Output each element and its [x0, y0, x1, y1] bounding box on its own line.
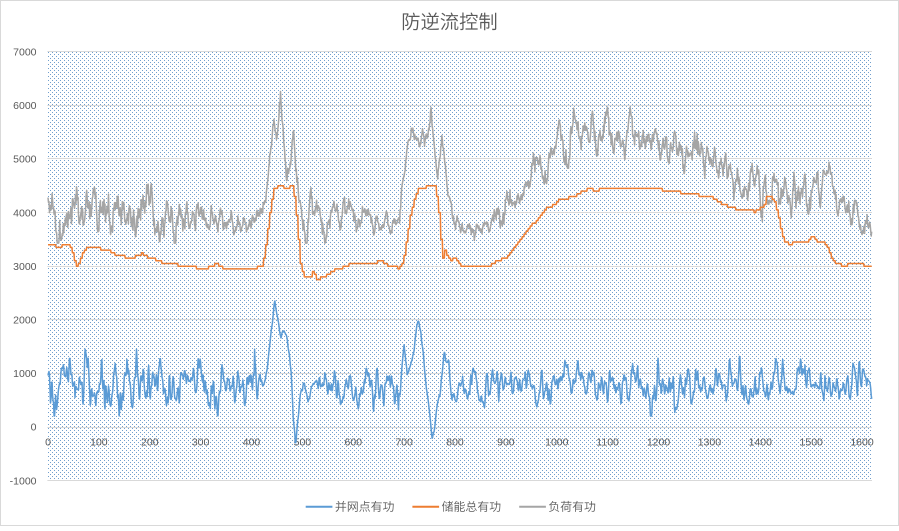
svg-text:900: 900 [497, 436, 515, 448]
svg-text:1400: 1400 [749, 436, 773, 448]
svg-text:4000: 4000 [13, 207, 37, 219]
svg-text:0: 0 [31, 422, 37, 434]
svg-text:1100: 1100 [596, 436, 619, 448]
svg-text:300: 300 [192, 436, 210, 448]
svg-text:500: 500 [294, 436, 312, 448]
svg-text:1000: 1000 [545, 436, 569, 448]
svg-text:600: 600 [345, 436, 363, 448]
svg-text:800: 800 [446, 436, 464, 448]
svg-text:7000: 7000 [13, 46, 37, 58]
svg-text:3000: 3000 [13, 261, 37, 273]
svg-text:5000: 5000 [13, 154, 37, 166]
svg-text:1000: 1000 [13, 368, 37, 380]
svg-text:700: 700 [395, 436, 413, 448]
svg-text:6000: 6000 [13, 100, 37, 112]
svg-text:2000: 2000 [13, 315, 37, 327]
svg-text:-1000: -1000 [10, 475, 37, 487]
svg-text:1200: 1200 [647, 436, 671, 448]
svg-text:0: 0 [45, 436, 51, 448]
svg-text:400: 400 [243, 436, 261, 448]
svg-text:1500: 1500 [800, 436, 824, 448]
svg-text:200: 200 [141, 436, 159, 448]
svg-text:100: 100 [90, 436, 108, 448]
svg-text:1600: 1600 [850, 436, 874, 448]
svg-text:1300: 1300 [698, 436, 722, 448]
